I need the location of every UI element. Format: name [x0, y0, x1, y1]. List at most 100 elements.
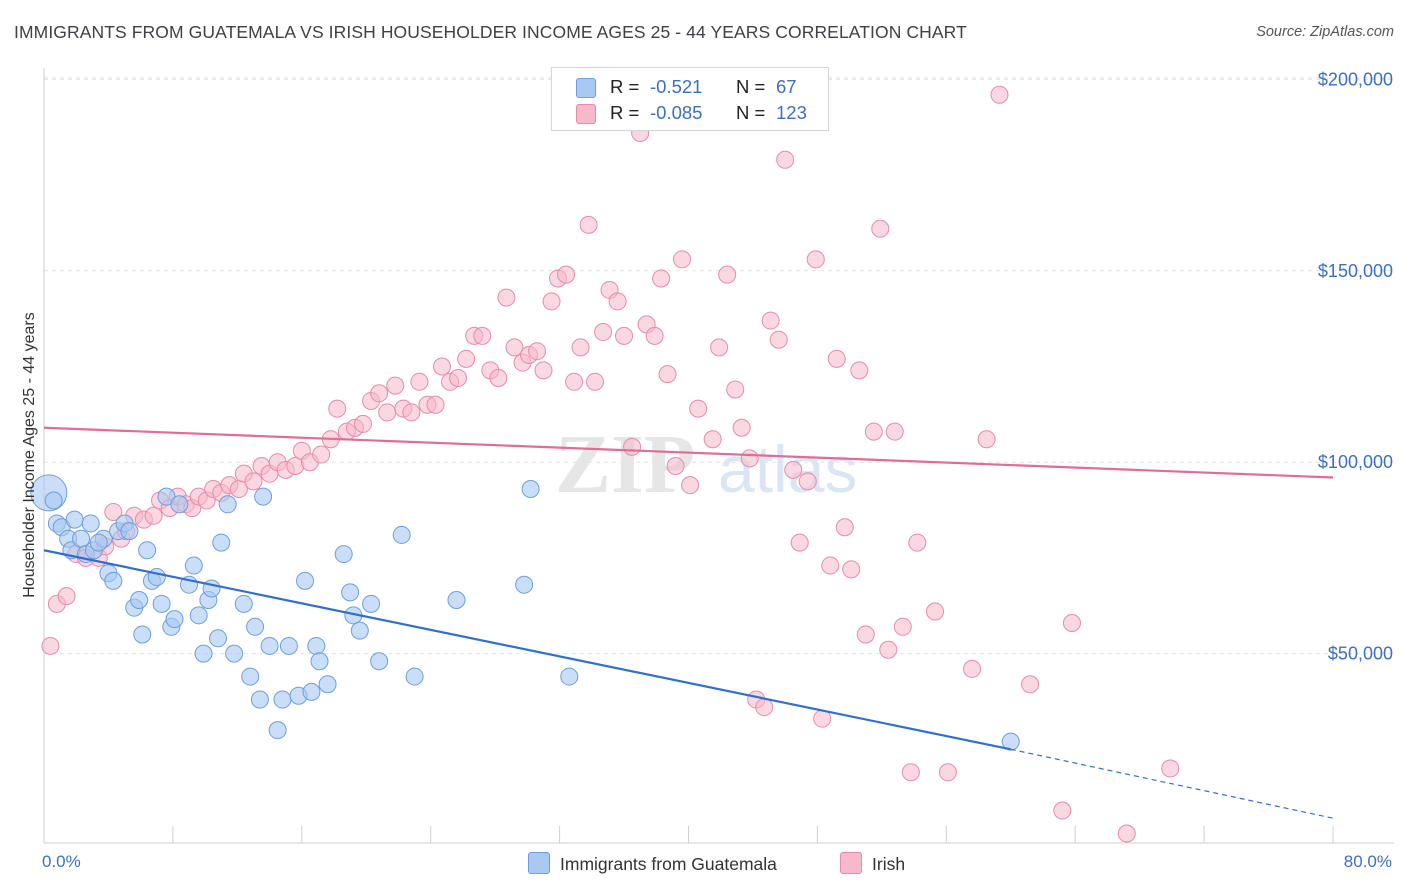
irish-point — [594, 323, 613, 342]
source-label: Source: ZipAtlas.com — [1256, 24, 1394, 40]
guatemala-point — [260, 636, 279, 655]
irish-point — [449, 368, 468, 387]
guatemala-point — [310, 652, 329, 671]
irish-point — [703, 430, 722, 449]
guatemala-point — [104, 571, 123, 590]
irish-point — [615, 326, 634, 345]
bottom-legend-swatch-guatemala — [528, 852, 550, 874]
irish-point — [473, 326, 492, 345]
guatemala-point — [147, 568, 166, 587]
irish-point — [1062, 613, 1081, 632]
guatemala-point — [273, 690, 292, 709]
irish-point — [977, 430, 996, 449]
guatemala-point — [194, 644, 213, 663]
legend-swatch-guatemala — [576, 78, 596, 98]
irish-point — [732, 418, 751, 437]
irish-point — [505, 338, 524, 357]
guatemala-point — [515, 575, 534, 594]
guatemala-point — [302, 682, 321, 701]
irish-point — [835, 518, 854, 537]
irish-point — [681, 476, 700, 495]
guatemala-point — [189, 606, 208, 625]
chart-title: IMMIGRANTS FROM GUATEMALA VS IRISH HOUSE… — [14, 22, 967, 42]
irish-point — [673, 250, 692, 269]
irish-point — [842, 560, 861, 579]
grid-lines — [44, 77, 1394, 655]
guatemala-point — [334, 545, 353, 564]
guatemala-point — [44, 491, 63, 510]
irish-point — [354, 414, 373, 433]
guatemala-point — [130, 591, 149, 610]
guatemala-point — [89, 533, 108, 552]
irish-point — [666, 457, 685, 476]
guatemala-point — [170, 495, 189, 514]
guatemala-point — [225, 644, 244, 663]
legend-n-label: N = — [736, 76, 766, 97]
irish-point — [776, 150, 795, 169]
irish-point — [761, 311, 780, 330]
irish-point — [658, 365, 677, 384]
irish-point — [608, 292, 627, 311]
guatemala-point — [218, 495, 237, 514]
guatemala-trend-extension — [1010, 748, 1334, 819]
y-axis-label: Householder Income Ages 25 - 44 years — [21, 312, 38, 598]
guatemala-point — [152, 594, 171, 613]
y-tick-label: $200,000 — [1318, 69, 1393, 89]
irish-point — [528, 342, 547, 361]
irish-point — [689, 399, 708, 418]
irish-point — [798, 472, 817, 491]
guatemala-point — [560, 667, 579, 686]
irish-point — [718, 265, 737, 284]
irish-point — [565, 372, 584, 391]
irish-point — [856, 625, 875, 644]
irish-point — [645, 326, 664, 345]
irish-point — [557, 265, 576, 284]
irish-point — [901, 763, 920, 782]
axes — [43, 68, 1394, 844]
irish-point — [827, 349, 846, 368]
irish-point — [990, 85, 1009, 104]
guatemala-point — [241, 667, 260, 686]
irish-point — [963, 659, 982, 678]
guatemala-point — [254, 487, 273, 506]
irish-point — [579, 215, 598, 234]
irish-point — [755, 698, 774, 717]
irish-trend-line — [43, 426, 1334, 479]
x-min-label: 0.0% — [42, 852, 81, 871]
guatemala-point — [120, 522, 139, 541]
y-tick-labels: $200,000 $150,000 $100,000 $50,000 — [1318, 69, 1393, 663]
irish-point — [457, 349, 476, 368]
bottom-legend-swatch-irish — [840, 852, 862, 874]
irish-point — [378, 403, 397, 422]
irish-point — [244, 472, 263, 491]
y-tick-label: $150,000 — [1318, 261, 1393, 281]
irish-point — [1117, 824, 1136, 843]
irish-point — [1053, 801, 1072, 820]
guatemala-point — [81, 514, 100, 533]
legend-n-label: N = — [736, 102, 766, 123]
irish-point — [41, 636, 60, 655]
irish-point — [710, 338, 729, 357]
guatemala-point — [392, 525, 411, 544]
irish-point — [623, 437, 642, 456]
guatemala-point — [138, 541, 157, 560]
irish-points — [41, 85, 1180, 843]
irish-point — [1161, 759, 1180, 778]
guatemala-point — [65, 510, 84, 529]
guatemala-point — [133, 625, 152, 644]
x-max-label: 80.0% — [1343, 852, 1392, 871]
trend-lines — [43, 426, 1334, 819]
irish-point — [328, 399, 347, 418]
irish-point — [850, 361, 869, 380]
irish-point — [586, 372, 605, 391]
irish-point — [784, 460, 803, 479]
guatemala-point — [447, 591, 466, 610]
guatemala-point — [307, 636, 326, 655]
irish-point — [312, 445, 331, 464]
irish-point — [879, 640, 898, 659]
guatemala-points — [30, 474, 1020, 751]
legend-r-label: R = — [610, 76, 640, 97]
irish-point — [497, 288, 516, 307]
irish-point — [432, 357, 451, 376]
guatemala-point — [165, 610, 184, 629]
